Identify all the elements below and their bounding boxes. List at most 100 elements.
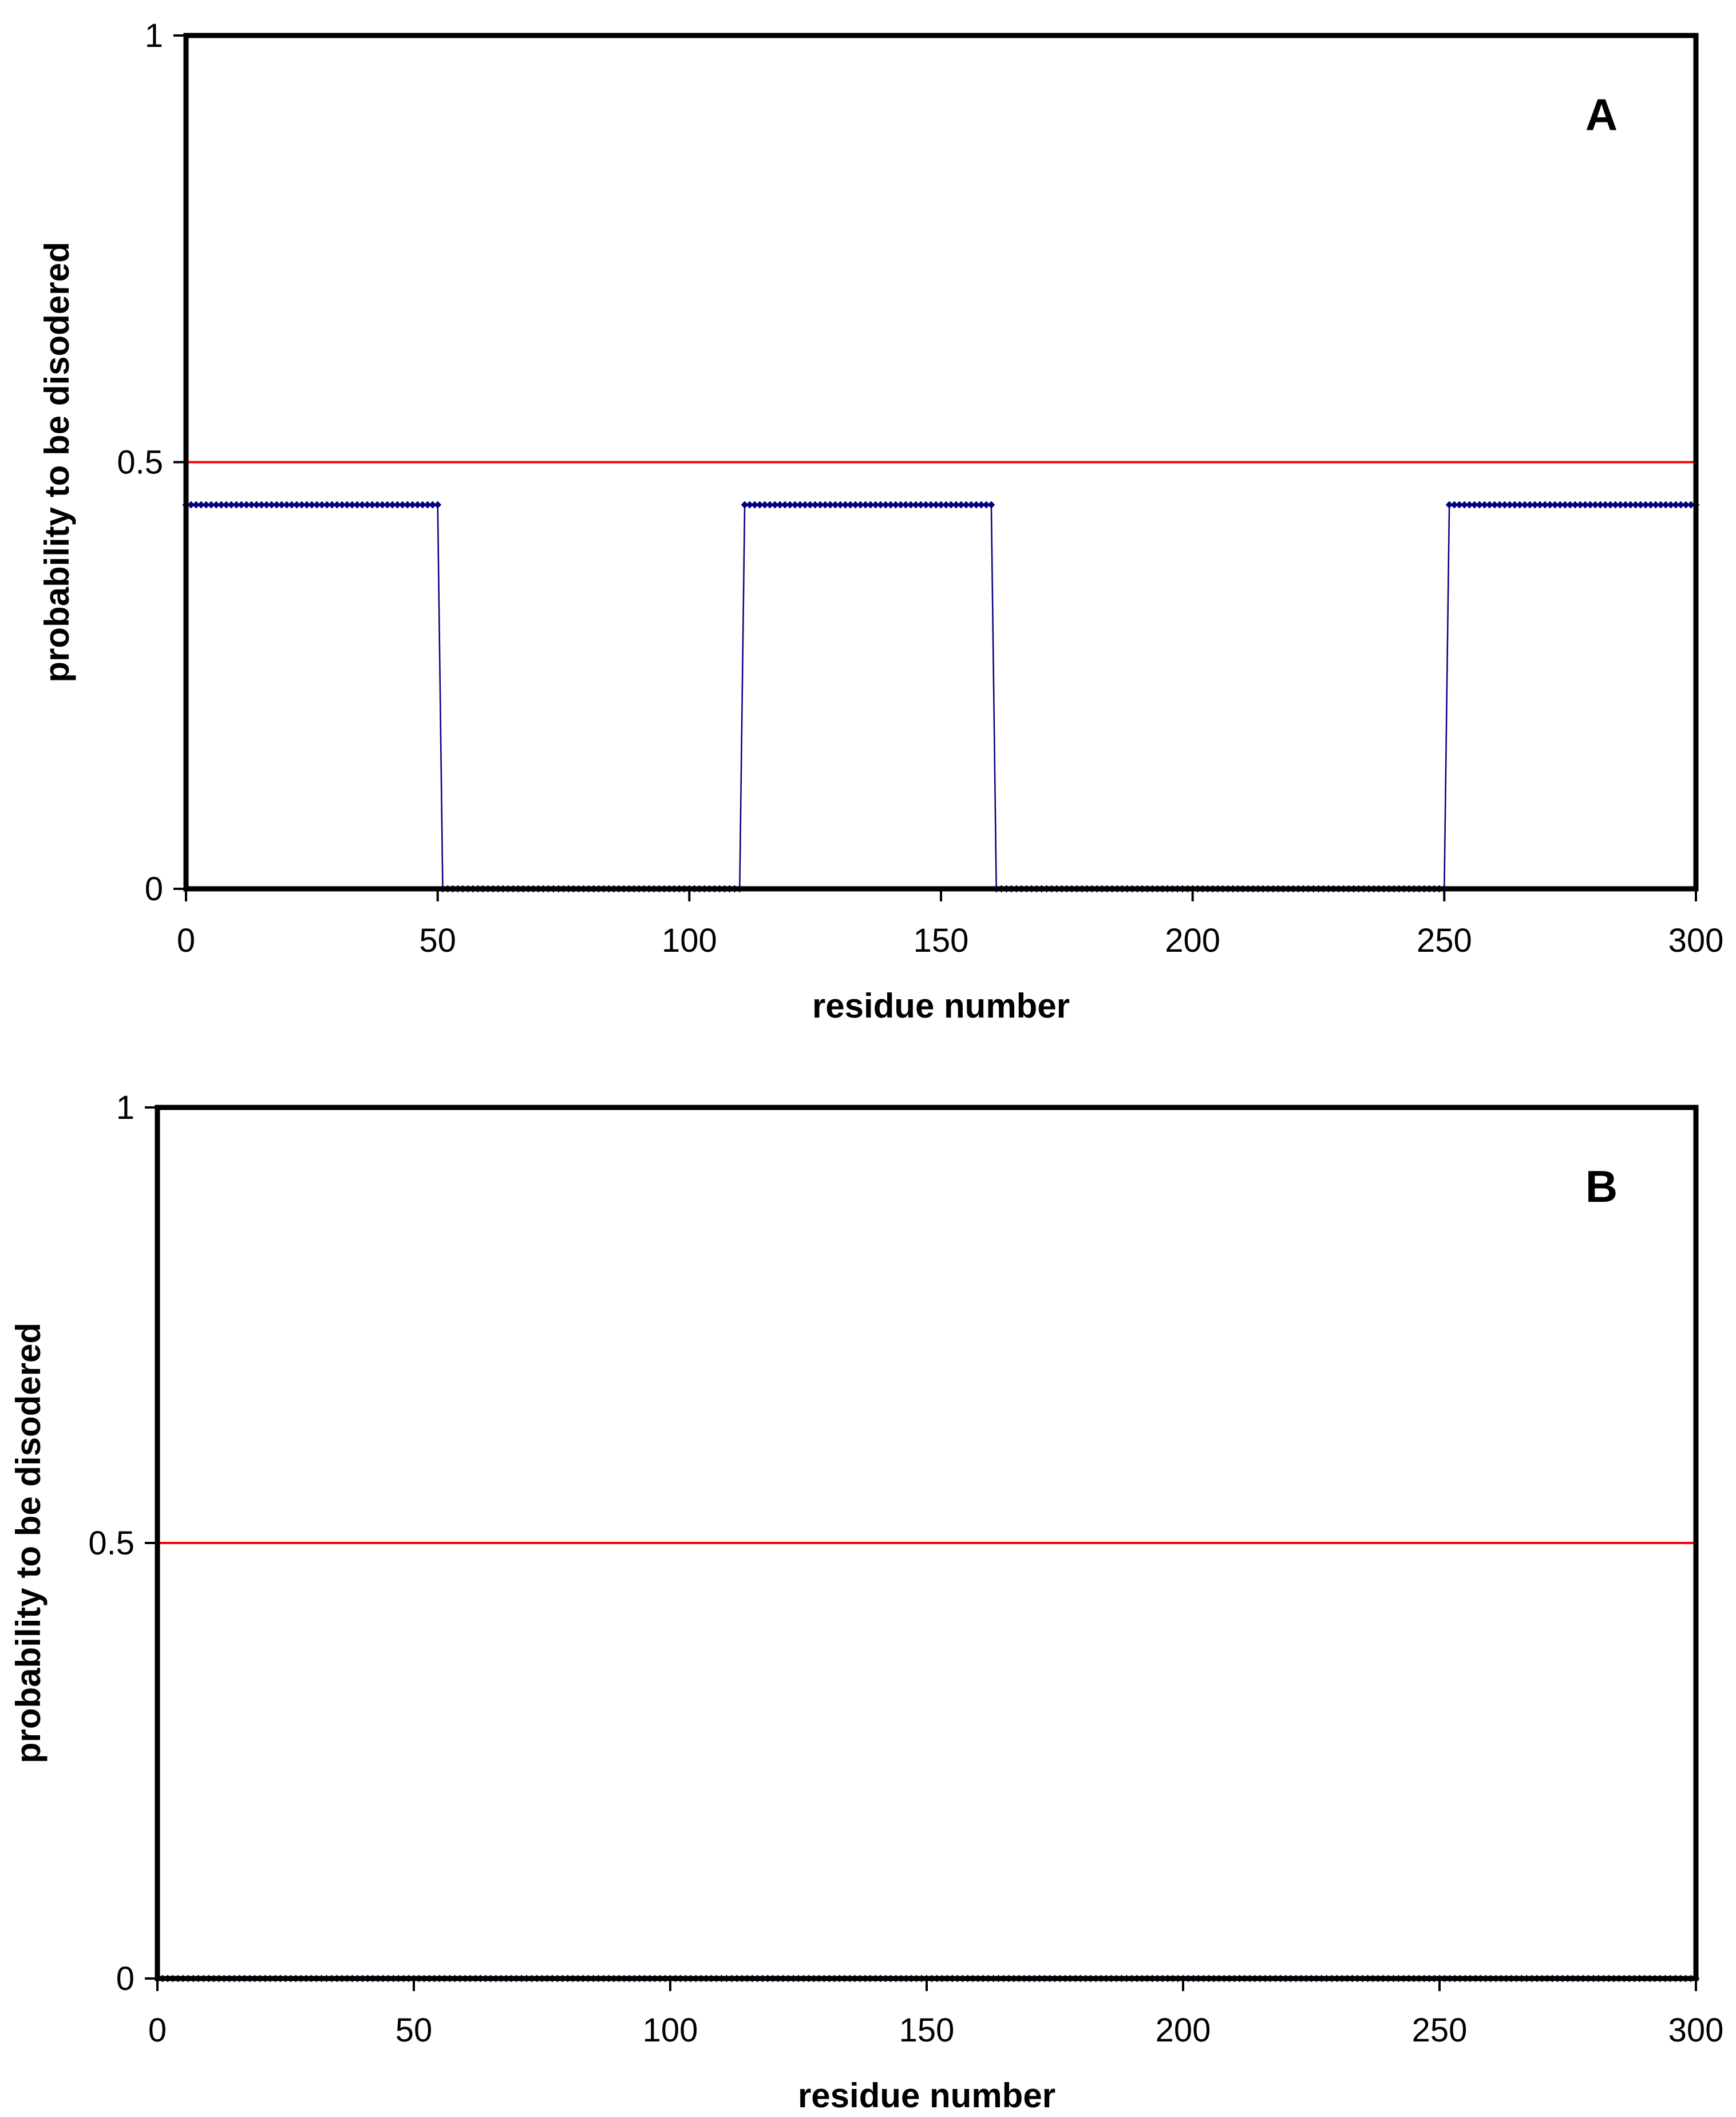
data-point [1682, 501, 1690, 509]
data-point [852, 501, 860, 509]
data-point [746, 501, 754, 509]
data-point [1652, 501, 1660, 509]
data-point [827, 501, 835, 509]
data-point [1450, 501, 1458, 509]
data-point [252, 501, 260, 509]
data-point [272, 501, 280, 509]
x-tick-label: 0 [148, 2012, 167, 2049]
data-point [318, 501, 326, 509]
data-point [756, 501, 764, 509]
data-point [1546, 501, 1554, 509]
x-tick-label: 100 [662, 922, 717, 959]
chart-panel-a: 0 0.5 1 0 50 100 150 200 250 300 residue number pro… [38, 17, 1723, 1025]
data-point [1576, 501, 1584, 509]
x-tick-label: 250 [1412, 2012, 1468, 2049]
data-point [957, 501, 965, 509]
data-point [1647, 501, 1655, 509]
data-point [912, 501, 920, 509]
data-point [1481, 501, 1489, 509]
data-point [841, 501, 849, 509]
data-point [1687, 501, 1695, 509]
data-point [821, 501, 829, 509]
data-point [429, 501, 437, 509]
data-point [907, 501, 915, 509]
data-point [1531, 501, 1539, 509]
data-point [751, 501, 759, 509]
data-point [258, 501, 266, 509]
x-axis-title: residue number [798, 2076, 1055, 2115]
y-tick-label: 0 [116, 1960, 135, 1997]
data-point [328, 501, 336, 509]
data-point [867, 501, 875, 509]
data-point [776, 501, 784, 509]
x-tick-label: 250 [1417, 922, 1472, 959]
data-point [1677, 501, 1685, 509]
data-point [1496, 501, 1504, 509]
data-point [1581, 501, 1589, 509]
y-tick-label: 0.5 [117, 444, 163, 481]
data-point [1506, 501, 1514, 509]
data-point [1596, 501, 1604, 509]
data-point [791, 501, 799, 509]
data-point [1556, 501, 1564, 509]
data-point [267, 501, 275, 509]
x-tick-label: 50 [419, 922, 456, 959]
x-axis-title: residue number [812, 987, 1070, 1025]
data-point [836, 501, 844, 509]
y-tick-label: 1 [116, 1089, 135, 1126]
data-point [212, 501, 220, 509]
data-point [1566, 501, 1574, 509]
data-point [1586, 501, 1594, 509]
data-point [1611, 501, 1619, 509]
data-point [831, 501, 839, 509]
data-point [1656, 501, 1664, 509]
data-point [1667, 501, 1675, 509]
data-point [861, 501, 869, 509]
data-point [207, 501, 215, 509]
data-point [982, 501, 990, 509]
data-point [418, 501, 426, 509]
data-point [292, 501, 300, 509]
data-point [967, 501, 975, 509]
data-point [243, 501, 251, 509]
data-point [288, 501, 296, 509]
data-point [298, 501, 306, 509]
chart-panel-b: 0 0.5 1 0 50 100 150 200 250 300 residue number pro… [9, 1089, 1723, 2115]
data-point [856, 501, 864, 509]
data-point [1631, 501, 1639, 509]
y-tick-label: 1 [145, 17, 163, 54]
data-point [197, 501, 205, 509]
y-axis-title: probability to be disodered [38, 242, 76, 682]
data-point [942, 501, 950, 509]
x-tick-label: 50 [396, 2012, 433, 2049]
data-point [247, 501, 255, 509]
data-point [761, 501, 769, 509]
data-point [393, 501, 401, 509]
data-point [373, 501, 381, 509]
data-point [1662, 501, 1670, 509]
data-point [1616, 501, 1624, 509]
data-point [816, 501, 824, 509]
data-point [1490, 501, 1498, 509]
data-point [917, 501, 925, 509]
data-point [786, 501, 794, 509]
data-point [389, 501, 397, 509]
data-point [937, 501, 945, 509]
x-tick-label: 200 [1156, 2012, 1211, 2049]
data-point [1461, 501, 1469, 509]
data-point [413, 501, 421, 509]
data-point [781, 501, 789, 509]
data-point [202, 501, 210, 509]
data-point [947, 501, 955, 509]
data-point [796, 501, 804, 509]
data-point [927, 501, 935, 509]
data-point [398, 501, 406, 509]
data-point [962, 501, 970, 509]
y-axis-title: probability to be disodered [9, 1323, 48, 1763]
data-point [218, 501, 226, 509]
data-point [368, 501, 376, 509]
y-tick-label: 0.5 [88, 1525, 135, 1562]
data-point [283, 501, 291, 509]
x-tick-label: 200 [1165, 922, 1220, 959]
data-point [278, 501, 286, 509]
